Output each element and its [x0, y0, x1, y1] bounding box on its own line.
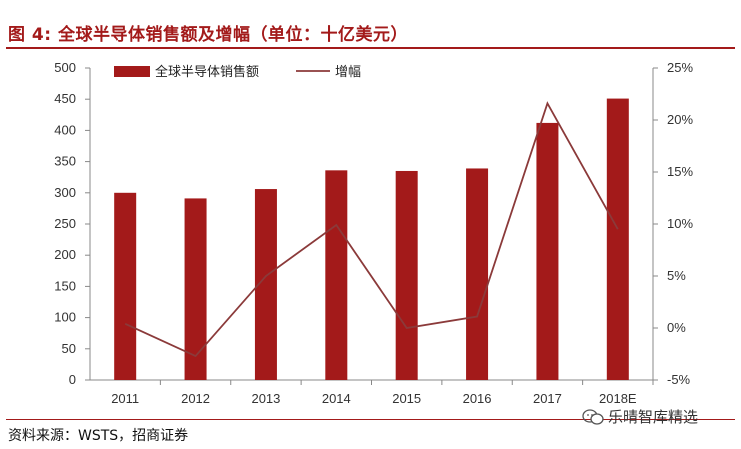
right-tick-label: -5% — [667, 372, 691, 387]
left-tick-label: 50 — [62, 341, 76, 356]
title-divider — [6, 47, 735, 49]
left-tick-label: 250 — [54, 216, 76, 231]
bar-sales — [395, 170, 418, 380]
left-tick-label: 300 — [54, 185, 76, 200]
legend-label-line: 增幅 — [335, 65, 361, 80]
x-tick-label: 2014 — [322, 391, 351, 406]
left-tick-label: 350 — [54, 154, 76, 169]
x-tick-label: 2015 — [392, 391, 421, 406]
x-tick-label: 2012 — [181, 391, 210, 406]
source-note: 资料来源：WSTS，招商证券 — [8, 428, 189, 444]
x-tick-label: 2016 — [463, 391, 492, 406]
x-tick-label: 2013 — [251, 391, 280, 406]
x-tick-label: 2011 — [111, 391, 139, 406]
bar-sales — [254, 189, 277, 380]
watermark: 乐晴智库精选 — [582, 406, 698, 427]
bar-sales — [184, 198, 207, 380]
footer-divider — [6, 419, 735, 420]
bar-sales — [606, 98, 629, 381]
right-tick-label: 15% — [667, 164, 693, 179]
bar-sales — [536, 122, 559, 381]
bar-sales — [114, 192, 137, 380]
right-tick-label: 5% — [667, 268, 686, 283]
left-tick-label: 0 — [69, 372, 76, 387]
left-tick-label: 100 — [54, 310, 76, 325]
x-tick-label: 2017 — [533, 391, 562, 406]
bar-sales — [466, 168, 489, 380]
right-tick-label: 20% — [667, 112, 693, 127]
left-tick-label: 200 — [54, 247, 76, 262]
legend-label-bar: 全球半导体销售额 — [155, 64, 259, 80]
left-tick-label: 500 — [54, 60, 76, 75]
legend-swatch-bar — [114, 66, 150, 77]
right-tick-label: 25% — [667, 60, 693, 75]
chat-bubble-icon — [582, 408, 604, 425]
x-tick-label: 2018E — [599, 391, 637, 406]
right-tick-label: 10% — [667, 216, 693, 231]
left-tick-label: 150 — [54, 278, 76, 293]
left-tick-label: 400 — [54, 122, 76, 137]
growth-line — [124, 101, 619, 358]
figure-title: 图 4: 全球半导体销售额及增幅（单位：十亿美元） — [8, 25, 408, 45]
right-tick-label: 0% — [667, 320, 686, 335]
watermark-text: 乐晴智库精选 — [608, 408, 699, 426]
left-tick-label: 450 — [54, 91, 76, 106]
bar-sales — [325, 170, 348, 380]
